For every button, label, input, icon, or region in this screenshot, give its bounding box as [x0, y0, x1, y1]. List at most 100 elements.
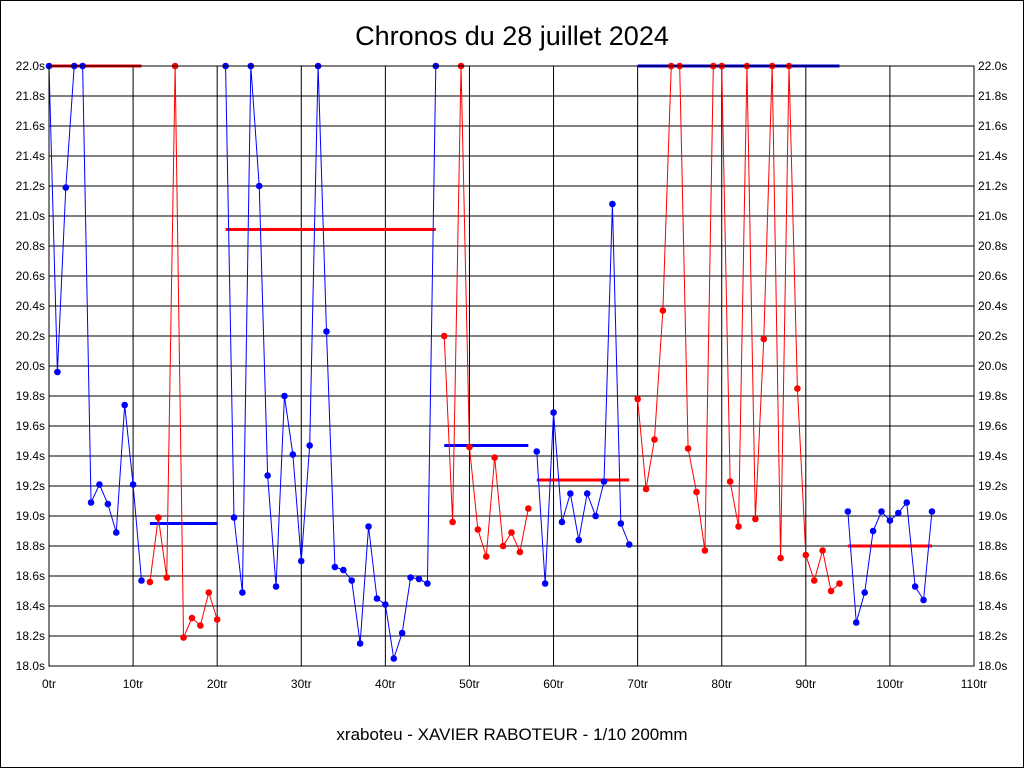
- data-point: [592, 512, 599, 520]
- data-point: [567, 490, 574, 497]
- y-tick-label-right: 18.6s: [978, 569, 1007, 583]
- data-point: [525, 505, 532, 512]
- data-point: [239, 589, 246, 596]
- data-point: [634, 395, 641, 403]
- data-point: [297, 557, 305, 565]
- data-point: [415, 575, 423, 583]
- data-point: [659, 307, 667, 314]
- y-tick-label-right: 22.0s: [978, 59, 1007, 73]
- series-stint-3: [222, 62, 440, 662]
- data-point: [348, 577, 356, 584]
- x-tick-label: 70tr: [627, 677, 648, 691]
- data-point: [449, 518, 456, 526]
- data-point: [575, 536, 583, 544]
- y-tick-label-right: 21.2s: [978, 179, 1007, 193]
- data-point: [163, 574, 171, 581]
- data-point: [331, 563, 339, 571]
- data-point: [651, 436, 658, 443]
- y-tick-label-left: 21.6s: [16, 119, 45, 133]
- y-tick-label-left: 19.4s: [16, 449, 45, 463]
- data-point: [205, 589, 213, 596]
- data-point: [558, 518, 566, 526]
- y-tick-label-left: 20.6s: [16, 269, 45, 283]
- data-point: [541, 580, 549, 587]
- x-tick-label: 50tr: [459, 677, 480, 691]
- data-point: [440, 332, 448, 340]
- x-tick-label: 0tr: [42, 677, 56, 691]
- y-tick-label-right: 21.8s: [978, 89, 1007, 103]
- plot-frame: [48, 65, 975, 667]
- data-point: [340, 566, 347, 574]
- y-tick-label-left: 18.0s: [16, 659, 45, 673]
- data-point: [188, 614, 196, 622]
- data-point: [356, 640, 364, 647]
- y-tick-label-left: 18.8s: [16, 539, 45, 553]
- x-tick-label: 80tr: [711, 677, 732, 691]
- y-tick-label-left: 21.2s: [16, 179, 45, 193]
- series-stint-2: [146, 62, 221, 641]
- data-point: [398, 629, 406, 637]
- series-stint-7: [844, 499, 936, 626]
- y-tick-label-right: 20.2s: [978, 329, 1007, 343]
- y-tick-label-left: 20.0s: [16, 359, 45, 373]
- data-point: [272, 583, 280, 590]
- data-point: [928, 508, 936, 515]
- data-point: [255, 182, 263, 190]
- x-tick-label: 100tr: [876, 677, 903, 691]
- series-line: [149, 65, 218, 638]
- y-tick-label-right: 20.6s: [978, 269, 1007, 283]
- y-tick-label-left: 18.4s: [16, 599, 45, 613]
- data-point: [852, 619, 860, 626]
- data-point: [96, 481, 103, 488]
- data-point: [726, 478, 734, 485]
- chart-title: Chronos du 28 juillet 2024: [355, 21, 669, 51]
- x-tick-label: 20tr: [207, 677, 228, 691]
- data-point: [869, 527, 877, 535]
- data-point: [895, 509, 902, 517]
- data-point: [121, 401, 128, 409]
- y-tick-label-right: 20.4s: [978, 299, 1007, 313]
- y-tick-label-right: 18.4s: [978, 599, 1007, 613]
- x-tick-label: 10tr: [123, 677, 144, 691]
- x-tick-label: 30tr: [291, 677, 312, 691]
- data-point: [289, 451, 297, 458]
- data-point: [474, 526, 482, 533]
- y-tick-label-left: 21.8s: [16, 89, 45, 103]
- y-tick-label-left: 19.2s: [16, 479, 45, 493]
- y-tick-label-left: 20.8s: [16, 239, 45, 253]
- series-stint-5: [533, 200, 633, 587]
- series-stint-1: [45, 62, 145, 584]
- data-point: [62, 184, 70, 191]
- data-point: [735, 523, 742, 530]
- y-tick-label-left: 19.6s: [16, 419, 45, 433]
- data-point: [197, 622, 204, 629]
- data-point: [508, 529, 515, 536]
- data-point: [138, 577, 145, 584]
- y-tick-label-left: 19.0s: [16, 509, 45, 523]
- y-tick-label-left: 20.4s: [16, 299, 45, 313]
- data-point: [482, 553, 490, 560]
- data-point: [600, 478, 608, 485]
- y-tick-label-left: 19.8s: [16, 389, 45, 403]
- data-point: [617, 520, 625, 527]
- data-point: [382, 601, 389, 608]
- data-point: [213, 616, 221, 623]
- data-point: [642, 485, 650, 493]
- data-point: [365, 523, 372, 530]
- data-point: [180, 634, 187, 641]
- data-point: [155, 514, 162, 521]
- data-point: [390, 655, 398, 662]
- data-point: [886, 517, 894, 524]
- data-point: [920, 596, 927, 604]
- data-point: [827, 587, 835, 595]
- data-point: [54, 368, 61, 376]
- data-point: [533, 448, 541, 455]
- data-point: [609, 200, 616, 208]
- data-point: [230, 514, 238, 521]
- data-point: [693, 488, 700, 496]
- data-point: [550, 409, 557, 416]
- data-point: [583, 490, 591, 497]
- data-point: [491, 454, 498, 461]
- data-point: [844, 508, 852, 515]
